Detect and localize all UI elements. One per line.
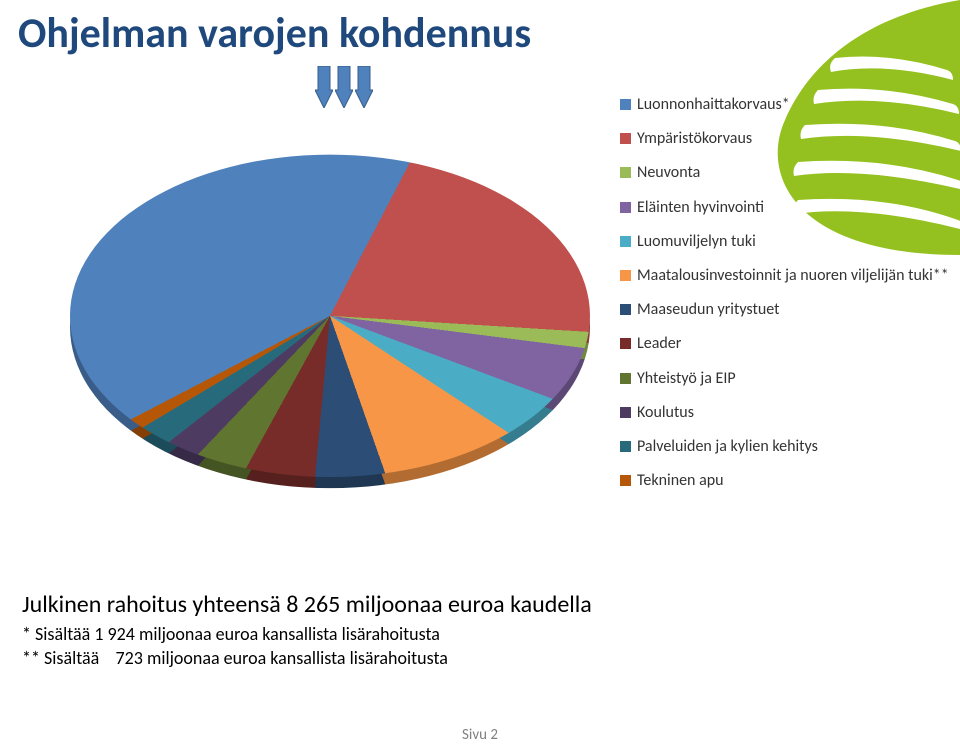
pie-chart [70,90,590,490]
legend-label: Eläinten hyvinvointi [637,198,764,217]
legend-swatch [620,338,631,349]
legend-label: Tekninen apu [637,471,724,490]
page-number: Sivu 2 [0,726,960,744]
highlight-arrow [355,66,373,108]
legend-swatch [620,167,631,178]
legend-item: Yhteistyö ja EIP [620,369,949,388]
page-title: Ohjelman varojen kohdennus [18,8,531,59]
legend-item: Luonnonhaittakorvaus* [620,95,949,114]
legend-label: Leader [637,334,681,353]
highlight-arrow [335,66,353,108]
legend-swatch [620,99,631,110]
footer-note-2: ** Sisältää 723 miljoonaa euroa kansalli… [22,647,592,669]
legend-swatch [620,270,631,281]
legend-label: Luonnonhaittakorvaus* [637,95,790,114]
legend-swatch [620,475,631,486]
footer-main: Julkinen rahoitus yhteensä 8 265 miljoon… [22,590,592,619]
highlight-arrow [315,66,333,108]
legend-swatch [620,373,631,384]
legend-swatch [620,236,631,247]
legend-label: Koulutus [637,403,694,422]
legend-label: Maaseudun yritystuet [637,300,780,319]
legend-label: Yhteistyö ja EIP [637,369,736,388]
footer-notes: Julkinen rahoitus yhteensä 8 265 miljoon… [22,590,592,669]
legend-swatch [620,133,631,144]
legend-item: Neuvonta [620,163,949,182]
footer-note-1: * Sisältää 1 924 miljoonaa euroa kansall… [22,623,592,645]
legend-swatch [620,441,631,452]
legend-label: Luomuviljelyn tuki [637,232,756,251]
legend-item: Leader [620,334,949,353]
legend-label: Maatalousinvestoinnit ja nuoren viljelij… [637,266,949,285]
legend-swatch [620,202,631,213]
legend-item: Ympäristökorvaus [620,129,949,148]
legend-label: Neuvonta [637,163,700,182]
legend-swatch [620,407,631,418]
legend-item: Palveluiden ja kylien kehitys [620,437,949,456]
legend-item: Koulutus [620,403,949,422]
legend-item: Maaseudun yritystuet [620,300,949,319]
legend-item: Tekninen apu [620,471,949,490]
legend-swatch [620,304,631,315]
legend-item: Eläinten hyvinvointi [620,198,949,217]
legend-item: Luomuviljelyn tuki [620,232,949,251]
legend-label: Palveluiden ja kylien kehitys [637,437,818,456]
chart-legend: Luonnonhaittakorvaus* Ympäristökorvaus Neu… [620,95,949,505]
legend-item: Maatalousinvestoinnit ja nuoren viljelij… [620,266,949,285]
legend-label: Ympäristökorvaus [637,129,752,148]
